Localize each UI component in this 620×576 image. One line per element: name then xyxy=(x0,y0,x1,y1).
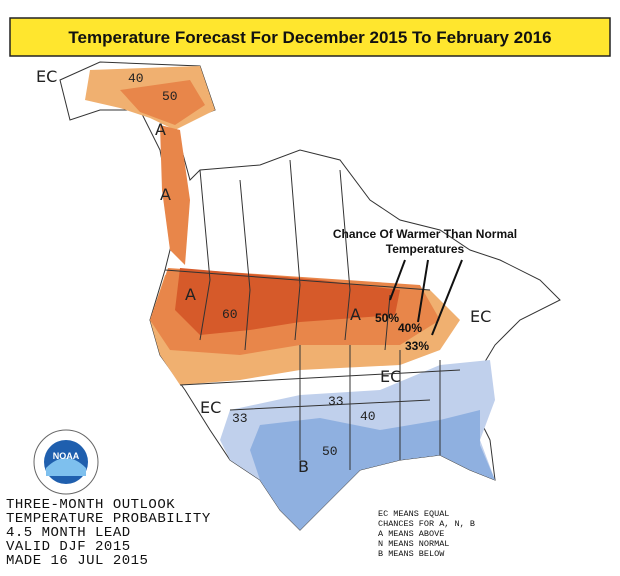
alaska-above-dark xyxy=(120,80,205,125)
map-label: A xyxy=(155,120,166,139)
annotation-line: Temperatures xyxy=(386,242,465,256)
map-label: 33 xyxy=(328,394,344,409)
map-label: A xyxy=(350,305,361,324)
map-label: A xyxy=(160,185,171,204)
south-below-dark xyxy=(250,410,495,530)
map-label: EC xyxy=(200,398,221,417)
map-label: EC xyxy=(470,307,491,326)
title: Temperature Forecast For December 2015 T… xyxy=(68,28,551,47)
map-label: 50 xyxy=(322,444,338,459)
map-label: 60 xyxy=(222,307,238,322)
map-label: 40 xyxy=(128,71,144,86)
map-label: B xyxy=(298,457,309,476)
logo-text: NOAA xyxy=(53,451,80,461)
north-us-dark xyxy=(175,268,400,335)
legend-line: EC MEANS EQUAL xyxy=(378,509,449,519)
map-label: 50 xyxy=(162,89,178,104)
map-label: 33 xyxy=(232,411,248,426)
annotation-line: Chance Of Warmer Than Normal xyxy=(333,227,517,241)
legend-line: B MEANS BELOW xyxy=(378,549,445,559)
info-line: MADE 16 JUL 2015 xyxy=(6,553,148,569)
map-label: EC xyxy=(36,67,57,86)
logo-wave xyxy=(46,458,86,476)
info-line: 4.5 MONTH LEAD xyxy=(6,525,131,541)
map-label: A xyxy=(185,285,196,304)
info-line: VALID DJF 2015 xyxy=(6,539,131,555)
title-bar xyxy=(9,17,611,57)
map-label: EC xyxy=(380,367,401,386)
map-label: 50% xyxy=(375,311,399,325)
legend-line: N MEANS NORMAL xyxy=(378,539,449,549)
legend-line: A MEANS ABOVE xyxy=(378,529,444,539)
map-label: 40 xyxy=(360,409,376,424)
map-label: 40% xyxy=(398,321,422,335)
map-label: 33% xyxy=(405,339,429,353)
coast-above xyxy=(160,125,190,265)
info-line: TEMPERATURE PROBABILITY xyxy=(6,511,211,527)
arrows xyxy=(389,259,463,336)
legend-line: CHANCES FOR A, N, B xyxy=(378,519,475,529)
info-line: THREE-MONTH OUTLOOK xyxy=(6,497,175,513)
borders xyxy=(164,159,461,470)
